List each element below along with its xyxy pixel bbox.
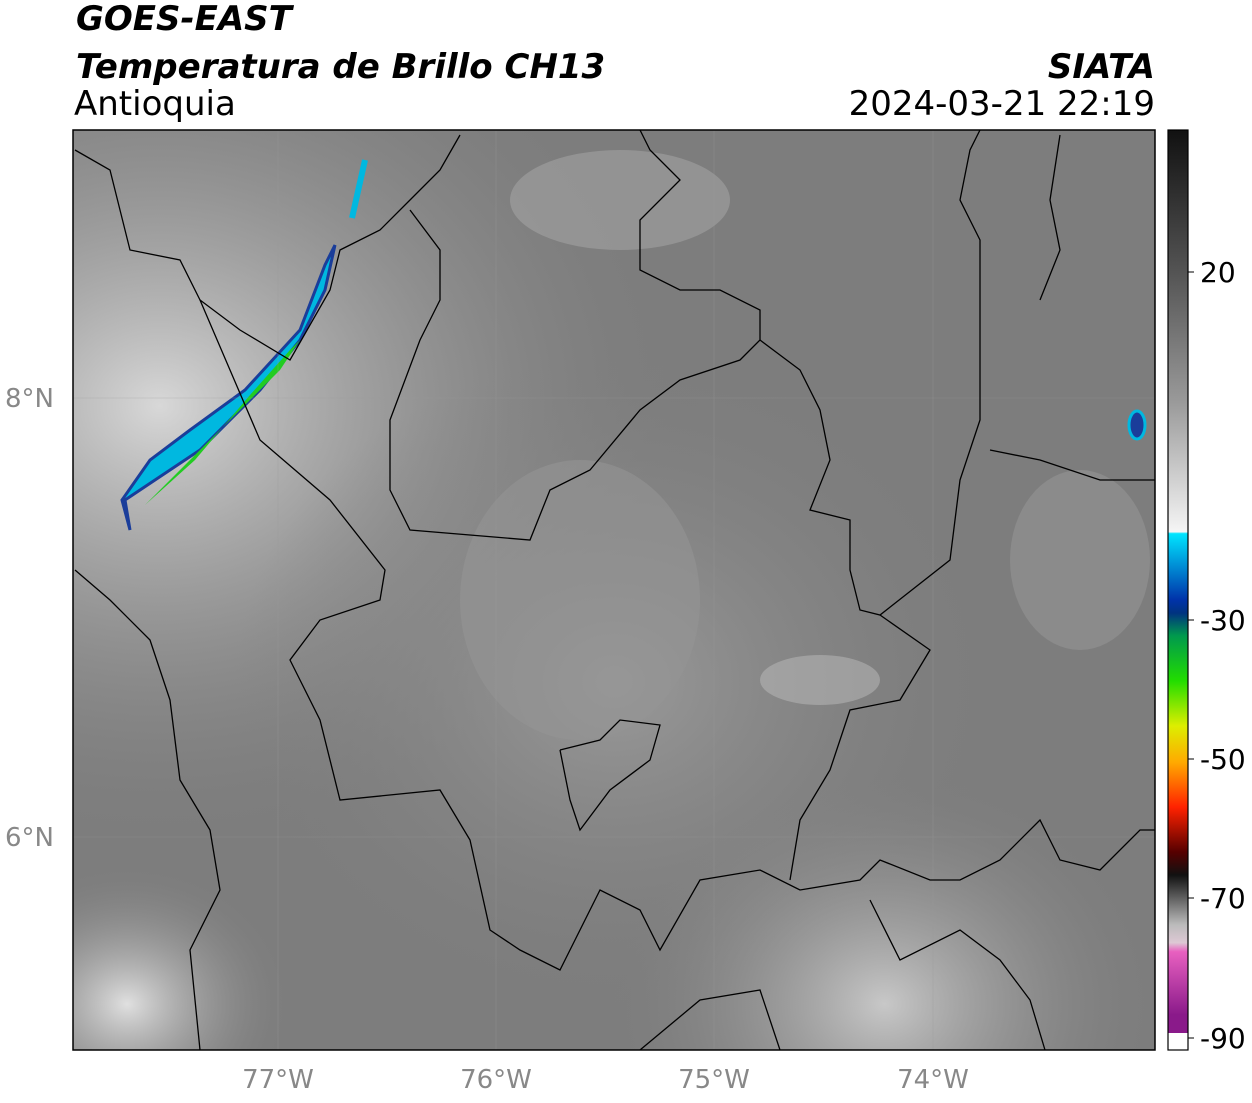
map (73, 130, 1155, 1050)
cloud (510, 150, 730, 250)
storm (349, 159, 368, 219)
map-frame (72, 129, 1156, 1051)
colorbar: 20 -30 -50 -70 -90 (1167, 129, 1246, 1055)
cloud (1010, 470, 1150, 650)
cloud (460, 460, 700, 740)
borders (74, 130, 1155, 1050)
colorbar-label: -50 (1200, 743, 1246, 776)
cloud (760, 655, 880, 705)
lat-label: 8°N (5, 384, 54, 414)
colorbar-label: 20 (1200, 256, 1236, 289)
lon-label: 76°W (460, 1065, 532, 1095)
colorbar-frame (1167, 129, 1189, 1051)
lon-label: 74°W (897, 1065, 969, 1095)
lon-label: 77°W (242, 1065, 314, 1095)
colorbar-under (1168, 1033, 1188, 1050)
colorbar-label: -30 (1200, 604, 1246, 637)
title: GOES-EAST (76, 0, 295, 39)
lon-label: 75°W (678, 1065, 750, 1095)
subtitle: Temperatura de Brillo CH13 (76, 47, 605, 87)
storm (1127, 409, 1147, 441)
datetime: 2024-03-21 22:19 (849, 84, 1155, 124)
colorbar-label: -70 (1200, 882, 1246, 915)
lat-label: 6°N (5, 823, 54, 853)
colorbar-gradient (1168, 130, 1188, 1033)
source: SIATA (1048, 47, 1155, 87)
region: Antioquia (74, 84, 236, 124)
colorbar-label: -90 (1200, 1022, 1246, 1055)
